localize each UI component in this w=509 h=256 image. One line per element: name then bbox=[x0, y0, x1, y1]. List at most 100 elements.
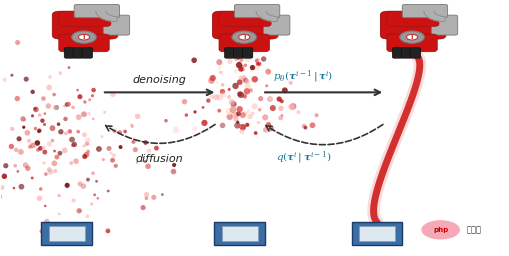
Point bbox=[17, 185, 25, 189]
Point bbox=[89, 171, 97, 175]
Point bbox=[237, 129, 245, 133]
Point bbox=[235, 63, 243, 67]
Point bbox=[80, 100, 89, 104]
Point bbox=[103, 229, 111, 233]
Point bbox=[110, 129, 119, 133]
Point bbox=[48, 126, 56, 130]
Point bbox=[242, 89, 250, 93]
Point bbox=[121, 130, 129, 134]
Point bbox=[108, 92, 117, 96]
Point bbox=[62, 131, 70, 135]
Point bbox=[32, 108, 40, 112]
Point bbox=[216, 70, 224, 74]
Point bbox=[8, 73, 16, 77]
Point bbox=[215, 60, 223, 64]
Point bbox=[301, 126, 309, 130]
Point bbox=[83, 138, 92, 143]
Point bbox=[294, 110, 302, 114]
Point bbox=[50, 92, 58, 97]
Point bbox=[60, 32, 68, 36]
Point bbox=[231, 84, 239, 88]
Point bbox=[225, 115, 233, 119]
FancyBboxPatch shape bbox=[386, 12, 438, 27]
Point bbox=[45, 142, 53, 146]
Point bbox=[50, 161, 59, 165]
Point bbox=[204, 99, 212, 103]
FancyBboxPatch shape bbox=[74, 5, 119, 18]
Point bbox=[28, 176, 36, 180]
Text: denoising: denoising bbox=[132, 75, 186, 85]
Point bbox=[308, 123, 316, 127]
FancyBboxPatch shape bbox=[234, 5, 279, 18]
Point bbox=[36, 146, 44, 150]
Point bbox=[35, 130, 43, 134]
FancyBboxPatch shape bbox=[221, 226, 257, 241]
Point bbox=[45, 86, 53, 90]
Point bbox=[142, 141, 150, 145]
Point bbox=[207, 79, 215, 83]
Point bbox=[268, 106, 276, 110]
Point bbox=[215, 109, 223, 113]
Point bbox=[145, 149, 153, 153]
Point bbox=[131, 139, 139, 143]
Point bbox=[33, 141, 41, 145]
Point bbox=[21, 118, 29, 122]
Point bbox=[312, 113, 320, 117]
Point bbox=[63, 102, 71, 106]
Point bbox=[245, 114, 253, 119]
Polygon shape bbox=[96, 11, 117, 22]
Point bbox=[94, 196, 102, 200]
Text: i: i bbox=[82, 34, 85, 40]
Point bbox=[43, 220, 51, 224]
Point bbox=[0, 92, 3, 96]
Point bbox=[2, 164, 10, 168]
Point bbox=[61, 148, 69, 152]
Point bbox=[219, 93, 227, 98]
Point bbox=[70, 142, 78, 146]
FancyBboxPatch shape bbox=[212, 11, 277, 39]
Circle shape bbox=[72, 31, 96, 43]
Point bbox=[141, 159, 149, 164]
Point bbox=[172, 128, 180, 132]
Point bbox=[80, 112, 88, 116]
Point bbox=[26, 145, 34, 149]
Point bbox=[254, 120, 262, 124]
Point bbox=[53, 155, 61, 159]
Point bbox=[39, 97, 47, 101]
Point bbox=[29, 90, 37, 94]
Text: 中文网: 中文网 bbox=[466, 225, 481, 234]
Point bbox=[227, 112, 235, 116]
FancyBboxPatch shape bbox=[409, 47, 420, 58]
Point bbox=[14, 169, 22, 174]
Point bbox=[215, 65, 223, 69]
Point bbox=[86, 98, 94, 102]
Point bbox=[10, 186, 18, 190]
Point bbox=[111, 164, 120, 168]
Point bbox=[74, 222, 82, 226]
FancyBboxPatch shape bbox=[263, 15, 289, 35]
Point bbox=[225, 112, 233, 116]
FancyBboxPatch shape bbox=[64, 47, 75, 58]
Point bbox=[248, 66, 256, 70]
FancyBboxPatch shape bbox=[402, 5, 447, 18]
Point bbox=[46, 170, 54, 174]
Point bbox=[61, 117, 69, 121]
Point bbox=[72, 159, 80, 163]
Point bbox=[150, 195, 158, 199]
Point bbox=[74, 115, 82, 119]
Point bbox=[246, 88, 254, 92]
Point bbox=[69, 198, 77, 202]
Point bbox=[17, 150, 25, 154]
Point bbox=[44, 104, 52, 108]
Point bbox=[218, 123, 226, 127]
Point bbox=[252, 59, 260, 63]
FancyBboxPatch shape bbox=[401, 47, 411, 58]
Point bbox=[29, 114, 37, 118]
FancyBboxPatch shape bbox=[386, 34, 436, 52]
Point bbox=[236, 93, 244, 97]
Point bbox=[253, 57, 262, 61]
Point bbox=[38, 229, 46, 233]
Point bbox=[88, 202, 96, 206]
Point bbox=[248, 112, 256, 116]
Point bbox=[46, 75, 54, 79]
